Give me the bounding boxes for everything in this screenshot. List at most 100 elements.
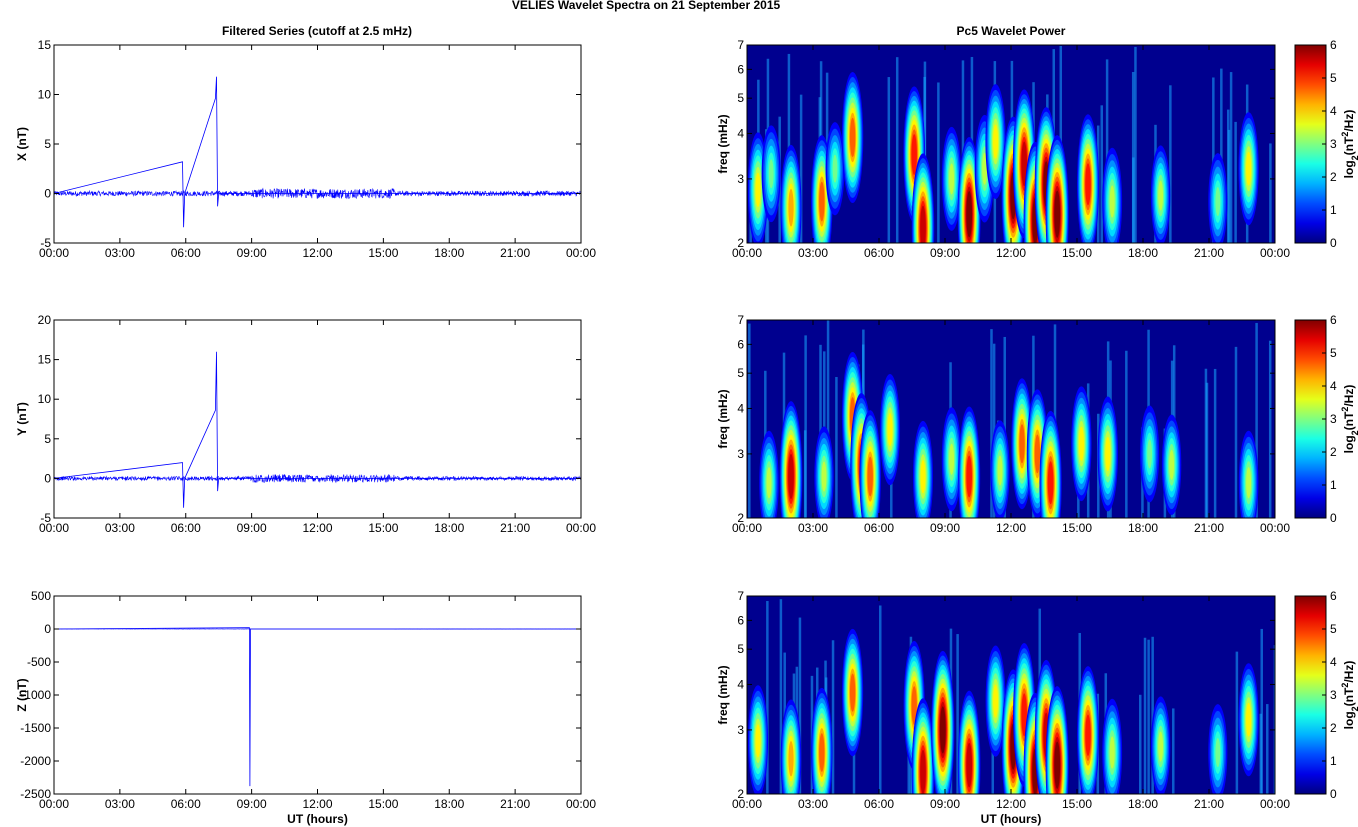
left-column-title: Filtered Series (cutoff at 2.5 mHz) — [222, 24, 412, 38]
spectrum-blob — [1109, 736, 1115, 769]
y-tick-label: 2 — [737, 787, 744, 801]
y-tick-label: 3 — [737, 723, 744, 737]
x-tick-label: 21:00 — [500, 246, 530, 260]
colorbar-tick-label: 1 — [1330, 203, 1337, 217]
spectrum-streak — [1227, 129, 1231, 243]
y-tick-label: -5 — [40, 511, 51, 525]
y-tick-label: 5 — [737, 91, 744, 105]
y-tick-label: 4 — [737, 401, 744, 415]
spectrum-streak — [879, 605, 882, 794]
spectrum-streak — [798, 617, 802, 794]
spectrum-blob — [966, 191, 973, 238]
spectrum-streak — [799, 94, 803, 243]
x-tick-label: 09:00 — [237, 797, 267, 811]
colorbar-tick-label: 5 — [1330, 346, 1337, 360]
spectrum-blob — [1215, 738, 1221, 768]
spectrum-blob — [1109, 185, 1115, 218]
spectrum-blob — [1246, 467, 1252, 499]
colorbar-label-base: log — [1342, 435, 1356, 453]
spectrum-blob — [1021, 141, 1028, 187]
colorbar-label-sub: 2 — [1350, 155, 1358, 160]
spectrum-blob — [1105, 436, 1111, 472]
series-spikes — [53, 351, 581, 508]
x-tick-label: 18:00 — [1128, 797, 1158, 811]
x-tick-label: 15:00 — [368, 246, 398, 260]
x-tick-label: 00:00 — [1260, 521, 1290, 535]
spectrum-blob — [1169, 449, 1175, 480]
x-tick-label: 00:00 — [566, 246, 596, 260]
spectrum-blob — [849, 673, 856, 712]
spectrum-streak — [1143, 637, 1147, 794]
series-panel: 20 15 10 5 0 -5 Y (nT) 00:00 03:00 06:00 09:00 12:0… — [15, 313, 596, 535]
y-axis-label: Y (nT) — [15, 402, 29, 436]
spectrum-blob — [766, 467, 772, 499]
x-tick-label: 06:00 — [864, 246, 894, 260]
spectrum-blob — [755, 724, 761, 758]
colorbar-label-sub: 2 — [1350, 706, 1358, 711]
series-spikes — [53, 627, 581, 787]
spectrum-blobs — [747, 599, 1275, 794]
x-tick-label: 15:00 — [368, 797, 398, 811]
y-tick-label: 15 — [38, 353, 52, 367]
spectrum-blob — [1158, 180, 1164, 211]
x-tick-label: 03:00 — [798, 797, 828, 811]
colorbar — [1294, 44, 1327, 244]
spectrum-streak — [895, 57, 899, 243]
colorbar-tick-label: 6 — [1330, 38, 1337, 52]
spectrum-blob — [1246, 702, 1252, 737]
y-tick-label: 0 — [44, 187, 51, 201]
colorbar — [1294, 595, 1327, 795]
spectrum-blob — [966, 455, 972, 498]
x-tick-label: 06:00 — [864, 797, 894, 811]
x-tick-label: 12:00 — [996, 246, 1026, 260]
colorbar — [1294, 319, 1327, 519]
colorbar-tick-label: 2 — [1330, 721, 1337, 735]
spectrum-blob — [788, 453, 794, 500]
colorbar-tick-label: 3 — [1330, 137, 1337, 151]
x-tick-label: 09:00 — [237, 521, 267, 535]
spectrum-blob — [966, 742, 973, 788]
spectrum-blob — [887, 412, 893, 447]
x-tick-label: 09:00 — [930, 521, 960, 535]
spectrum-streak — [779, 599, 783, 794]
series-spikes — [53, 76, 581, 228]
spectrum-blob — [821, 461, 827, 492]
colorbar-tick-label: 1 — [1330, 754, 1337, 768]
spectrum-blob — [1078, 426, 1084, 461]
x-axis-label: UT (hours) — [981, 812, 1042, 826]
x-tick-label: 12:00 — [302, 246, 332, 260]
y-axis-label: freq (mHz) — [716, 665, 730, 724]
colorbar-label-base: log — [1342, 160, 1356, 178]
spectrum-blob — [939, 706, 946, 754]
spectrum-blob — [788, 740, 794, 777]
plot-area — [54, 320, 581, 518]
colorbar-tick-label: 2 — [1330, 170, 1337, 184]
plot-area — [54, 45, 581, 243]
colorbar-label: log2(nT2/Hz) — [1340, 385, 1358, 454]
spectrum-streak — [1260, 628, 1263, 794]
spectrum-blob — [949, 443, 955, 475]
spectrum-blob — [1085, 163, 1091, 206]
y-tick-label: 0 — [44, 622, 51, 636]
x-tick-label: 03:00 — [105, 521, 135, 535]
colorbar-tick-label: 4 — [1330, 655, 1337, 669]
x-tick-label: 03:00 — [798, 521, 828, 535]
colorbar-tick-label: 1 — [1330, 478, 1337, 492]
colorbar-tick-label: 4 — [1330, 104, 1337, 118]
colorbar-tick-label: 5 — [1330, 71, 1337, 85]
spectrum-blob — [993, 684, 999, 718]
colorbar-tick-label: 0 — [1330, 511, 1337, 525]
x-tick-label: 09:00 — [930, 246, 960, 260]
spectrum-streak — [831, 640, 835, 794]
spectrum-blob — [819, 181, 825, 222]
x-tick-label: 18:00 — [1128, 521, 1158, 535]
spectrum-streak — [1213, 368, 1217, 518]
spectrum-blob — [867, 456, 873, 497]
y-tick-label: 10 — [38, 392, 52, 406]
colorbar-label-end: /Hz) — [1342, 385, 1356, 407]
spectrum-blob — [982, 152, 988, 185]
x-tick-label: 21:00 — [1194, 521, 1224, 535]
spectrum-streak — [1169, 85, 1172, 243]
colorbar-tick-label: 0 — [1330, 787, 1337, 801]
